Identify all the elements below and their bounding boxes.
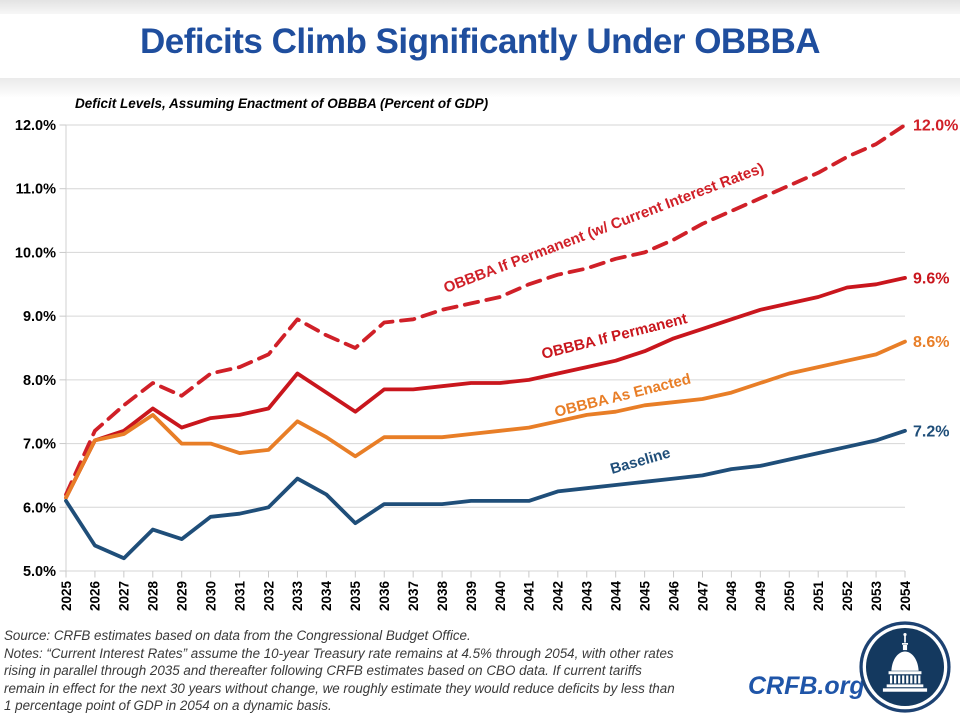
x-tick-label: 2028 bbox=[146, 581, 161, 612]
capitol-dome-glyph bbox=[882, 632, 928, 692]
x-tick-label: 2040 bbox=[493, 581, 508, 611]
y-tick-label: 6.0% bbox=[23, 500, 56, 516]
y-tick-label: 7.0% bbox=[23, 437, 56, 453]
series-label-baseline: Baseline bbox=[608, 444, 672, 477]
x-tick-label: 2029 bbox=[175, 581, 190, 611]
series-line-obbba-if-permanent bbox=[64, 275, 907, 500]
series-line-obbba-if-permanent-w-current-interest-rates bbox=[64, 123, 907, 497]
x-tick-label: 2030 bbox=[203, 581, 218, 611]
x-tick-label: 2050 bbox=[782, 581, 797, 611]
crfb-site-label: CRFB.org bbox=[748, 672, 865, 700]
series-label-obbba-if-permanent-w-current-interest-rates: OBBBA If Permanent (w/ Current Interest … bbox=[441, 160, 766, 297]
series-line-obbba-as-enacted bbox=[64, 339, 907, 500]
x-tick-label: 2053 bbox=[869, 581, 884, 612]
footnote-line: rising in parallel through 2035 and ther… bbox=[4, 663, 642, 679]
x-tick-label: 2051 bbox=[811, 581, 826, 612]
x-tick-label: 2044 bbox=[608, 581, 623, 612]
x-tick-label: 2032 bbox=[261, 581, 276, 611]
y-tick-label: 5.0% bbox=[23, 564, 56, 580]
series-label-obbba-as-enacted: OBBBA As Enacted bbox=[553, 371, 693, 421]
x-tick-label: 2052 bbox=[840, 581, 855, 611]
x-tick-label: 2038 bbox=[435, 581, 450, 612]
footnotes: Source: CRFB estimates based on data fro… bbox=[4, 627, 764, 715]
footnote-line: Source: CRFB estimates based on data fro… bbox=[4, 628, 471, 643]
x-tick-label: 2033 bbox=[290, 581, 305, 612]
end-value-label-obbba-if-permanent: 9.6% bbox=[913, 270, 949, 287]
footnote-line: 1 percentage point of GDP in 2054 on a d… bbox=[4, 698, 332, 714]
y-tick-label: 8.0% bbox=[23, 373, 56, 389]
x-tick-label: 2042 bbox=[551, 581, 566, 611]
x-tick-label: 2037 bbox=[406, 581, 421, 611]
footnote-line: remain in effect for the next 30 years w… bbox=[4, 680, 675, 696]
x-tick-label: 2047 bbox=[695, 581, 710, 611]
title-divider-band bbox=[0, 78, 960, 98]
x-tick-label: 2025 bbox=[59, 581, 74, 612]
x-tick-label: 2039 bbox=[464, 581, 479, 611]
series-line-baseline bbox=[64, 428, 907, 561]
y-tick-label: 12.0% bbox=[15, 118, 56, 134]
end-value-label-obbba-as-enacted: 8.6% bbox=[913, 334, 949, 351]
x-tick-label: 2026 bbox=[88, 581, 103, 612]
x-tick-label: 2054 bbox=[898, 581, 913, 612]
x-tick-label: 2048 bbox=[724, 581, 739, 612]
y-tick-label: 9.0% bbox=[23, 309, 56, 325]
chart-subtitle: Deficit Levels, Assuming Enactment of OB… bbox=[75, 96, 489, 111]
capitol-logo-icon bbox=[859, 621, 951, 713]
y-axis: 5.0% 6.0% 7.0% 8.0% 9.0% 10.0% 11.0% 12.0% bbox=[15, 118, 66, 580]
x-tick-label: 2049 bbox=[753, 581, 768, 611]
x-tick-label: 2041 bbox=[522, 581, 537, 612]
x-tick-label: 2034 bbox=[319, 581, 334, 612]
y-tick-label: 10.0% bbox=[15, 245, 56, 261]
series-label-obbba-if-permanent: OBBBA If Permanent bbox=[540, 310, 689, 363]
end-value-label-baseline: 7.2% bbox=[913, 423, 949, 440]
x-tick-label: 2035 bbox=[348, 581, 363, 612]
x-axis: 2025 2026 2027 2028 2029 2030 2031 2032 2033 2034… bbox=[59, 571, 913, 611]
header-gradient-band bbox=[0, 0, 960, 14]
y-tick-label: 11.0% bbox=[16, 182, 56, 198]
x-tick-label: 2045 bbox=[637, 581, 652, 612]
footnote-line: Notes: “Current Interest Rates” assume t… bbox=[4, 645, 674, 661]
x-tick-label: 2036 bbox=[377, 581, 392, 612]
x-tick-label: 2043 bbox=[580, 581, 595, 612]
page-title: Deficits Climb Significantly Under OBBBA bbox=[139, 22, 821, 61]
x-tick-label: 2046 bbox=[666, 581, 681, 612]
x-tick-label: 2031 bbox=[232, 581, 247, 612]
end-value-label-obbba-if-permanent-w-current-interest-rates: 12.0% bbox=[913, 118, 958, 135]
x-tick-label: 2027 bbox=[117, 581, 132, 611]
